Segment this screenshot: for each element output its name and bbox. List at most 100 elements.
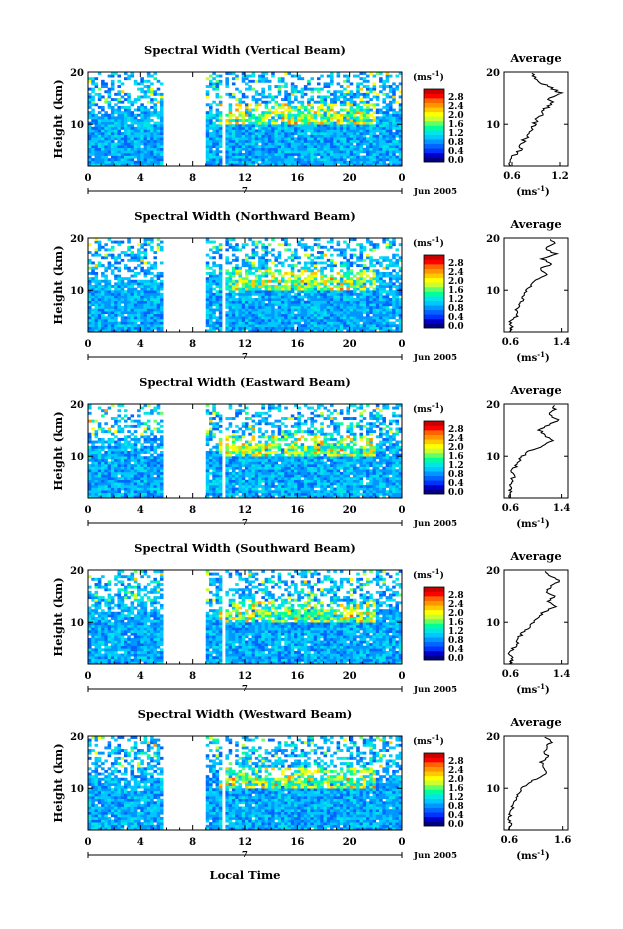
colorbar-swatch	[424, 641, 444, 647]
colorbar-tick-label: 2.0	[448, 443, 464, 453]
colorbar-swatch	[424, 286, 444, 292]
colorbar-swatch	[424, 157, 444, 163]
panel-title: Spectral Width (Westward Beam)	[138, 707, 353, 721]
profile-x-label-base: (ms	[516, 685, 537, 696]
colorbar-tick-label: 2.8	[448, 757, 464, 767]
colorbar-tick-label: 2.4	[448, 102, 464, 112]
profile-y-tick-label: 20	[486, 68, 500, 79]
profile-x-tick-label: 0.6	[502, 669, 519, 680]
profile-x-tick-label: 0.6	[503, 171, 520, 182]
colorbar-swatch	[424, 291, 444, 297]
colorbar-swatch	[424, 448, 444, 454]
date-marker: 7	[242, 684, 248, 694]
panel-title: Spectral Width (Eastward Beam)	[139, 375, 351, 389]
colorbar-swatch	[424, 794, 444, 799]
colorbar-unit: (ms-1)	[413, 69, 444, 83]
panel-3: Spectral Width (Eastward Beam) 20 10 Height…	[51, 375, 570, 530]
colorbar-swatch	[424, 600, 444, 606]
date-marker: 7	[242, 352, 248, 362]
colorbar-tick-label: 0.8	[448, 304, 464, 314]
x-tick-label: 12	[238, 671, 252, 682]
y-axis-label: Height (km)	[51, 743, 65, 822]
colorbar-unit-exp: -1	[432, 69, 440, 78]
profile-x-label-base: (ms	[516, 851, 537, 862]
colorbar-unit-exp: -1	[432, 401, 440, 410]
colorbar-tick-label: 2.8	[448, 425, 464, 435]
colorbar-tick-label: 1.6	[448, 286, 464, 296]
y-tick-label: 20	[70, 566, 84, 577]
x-tick-label: 12	[238, 339, 252, 350]
colorbar-swatch	[424, 771, 444, 777]
colorbar-tick-label: 2.0	[448, 775, 464, 785]
colorbar-swatch	[424, 628, 444, 633]
profile-x-tick-label: 1.2	[551, 171, 568, 182]
colorbar-swatch	[424, 457, 444, 463]
colorbar-unit-base: (ms	[413, 238, 432, 249]
colorbar-frame	[423, 420, 445, 495]
x-tick-label: 0	[399, 837, 406, 848]
date-label: Jun 2005	[413, 353, 457, 363]
x-tick-label: 8	[189, 339, 196, 350]
profile-y-tick-label: 20	[486, 234, 500, 245]
colorbar-tick-label: 1.2	[448, 793, 464, 803]
date-label: Jun 2005	[413, 187, 457, 197]
colorbar-swatch	[424, 484, 444, 490]
profile-title: Average	[509, 217, 561, 231]
x-tick-label: 20	[343, 173, 357, 184]
colorbar-swatch	[424, 784, 444, 790]
colorbar-unit-base: (ms	[413, 736, 432, 747]
colorbar-swatch	[424, 475, 444, 481]
y-axis-label: Height (km)	[51, 577, 65, 656]
colorbar-swatch	[424, 443, 444, 449]
profile-x-label-exp: -1	[537, 516, 545, 525]
colorbar-swatch	[424, 102, 444, 108]
y-tick-label: 20	[70, 732, 84, 743]
colorbar-unit-close: )	[440, 72, 444, 83]
colorbar-swatch	[424, 143, 444, 149]
colorbar-tick-label: 1.6	[448, 120, 464, 130]
colorbar-swatch	[424, 152, 444, 158]
colorbar-swatch	[424, 766, 444, 772]
colorbar-swatch	[424, 753, 444, 758]
colorbar-swatch	[424, 323, 444, 329]
colorbar-swatch	[424, 789, 444, 795]
x-tick-label: 0	[399, 339, 406, 350]
colorbar-tick-label: 0.4	[448, 645, 464, 655]
profile-x-label: (ms-1)	[516, 682, 549, 696]
profile-x-label-base: (ms	[516, 519, 537, 530]
colorbar-swatch	[424, 655, 444, 661]
colorbar-swatch	[424, 623, 444, 629]
profile-x-tick-label: 0.6	[502, 337, 519, 348]
profile-x-label-close: )	[545, 519, 550, 530]
heatmap-field	[88, 238, 403, 333]
profile-x-label-base: (ms	[516, 187, 537, 198]
colorbar: (ms-1) 2.82.42.01.61.20.80.40.0	[413, 401, 464, 498]
profile-y-tick-label: 10	[486, 452, 500, 463]
colorbar-unit-base: (ms	[413, 570, 432, 581]
colorbar-swatch	[424, 305, 444, 311]
date-marker: 7	[242, 186, 248, 196]
colorbar-tick-label: 0.0	[448, 322, 464, 332]
colorbar-swatch	[424, 309, 444, 315]
colorbar-frame	[423, 752, 445, 827]
profile-x-label: (ms-1)	[516, 848, 549, 862]
colorbar-unit-exp: -1	[432, 733, 440, 742]
colorbar-swatch	[424, 130, 444, 135]
colorbar-swatch	[424, 116, 444, 122]
colorbar-tick-label: 2.4	[448, 766, 464, 776]
colorbar-swatch	[424, 798, 444, 804]
profile-line	[507, 736, 554, 831]
colorbar-swatch	[424, 93, 444, 99]
profile-x-tick-label: 0.6	[502, 503, 519, 514]
colorbar-tick-label: 1.6	[448, 452, 464, 462]
x-tick-label: 0	[85, 837, 92, 848]
colorbar-tick-label: 2.8	[448, 259, 464, 269]
x-tick-label: 4	[137, 173, 144, 184]
colorbar-swatch	[424, 637, 444, 643]
profile-title: Average	[509, 383, 561, 397]
profile-line	[507, 404, 560, 499]
profile-y-tick-label: 10	[486, 784, 500, 795]
y-axis-label: Height (km)	[51, 79, 65, 158]
colorbar-frame	[423, 88, 445, 163]
colorbar-swatch	[424, 273, 444, 279]
